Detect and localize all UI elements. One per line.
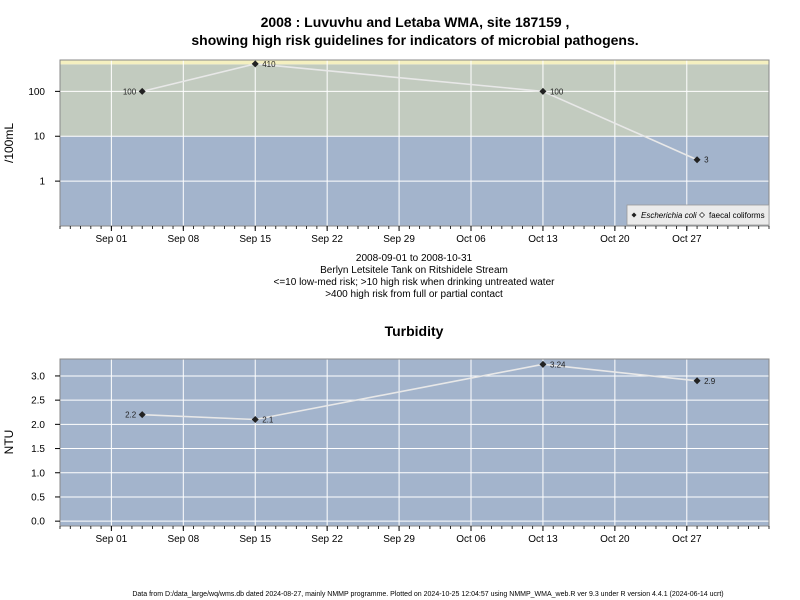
chart1-ylabel: /100mL — [2, 123, 16, 163]
chart1-data-label: 100 — [123, 87, 137, 96]
footer-note: Data from D:/data_large/wq/wms.db dated … — [132, 591, 723, 598]
chart2-xtick-label: Oct 06 — [456, 534, 486, 545]
chart1-legend-marker-ecoli — [631, 212, 637, 218]
chart2-data-point — [251, 416, 259, 424]
chart1-title-line1: 2008 : Luvuvhu and Letaba WMA, site 1871… — [261, 14, 570, 30]
chart2-data-label: 2.2 — [125, 411, 137, 420]
chart1-xtick-label: Sep 15 — [239, 234, 271, 245]
chart2-ytick-label: 0.0 — [31, 517, 45, 528]
chart2-ytick-label: 2.5 — [31, 396, 45, 407]
chart1-ytick-label: 1 — [39, 177, 45, 188]
chart1-series-line — [142, 63, 698, 161]
chart2-ytick-label: 1.0 — [31, 468, 45, 479]
chart2-xtick-label: Oct 13 — [528, 534, 558, 545]
chart2-xtick-label: Sep 22 — [311, 534, 343, 545]
chart1-data-label: 3 — [704, 156, 709, 165]
chart2-xtick-label: Oct 20 — [600, 534, 630, 545]
chart1-caption-line1: 2008-09-01 to 2008-10-31 — [356, 253, 473, 264]
chart1-legend-marker-faecal — [699, 212, 705, 218]
chart2-xtick-label: Sep 01 — [96, 534, 128, 545]
chart2-ytick-label: 2.0 — [31, 420, 45, 431]
chart2-data-point — [138, 411, 146, 419]
chart2-data-label: 2.1 — [262, 416, 274, 425]
chart1-ytick-label: 100 — [28, 87, 45, 98]
chart2-data-point — [693, 377, 701, 385]
chart1-xtick-label: Sep 29 — [383, 234, 415, 245]
chart1-plot-area: 1 10 100 Sep 01 Sep 08 Sep 15 Sep 22 Sep 29 Oct … — [28, 59, 770, 245]
chart1-legend-label-faecal: faecal coliforms — [709, 211, 765, 220]
chart1-data-point — [251, 60, 259, 68]
chart1-ytick-label: 10 — [34, 132, 46, 143]
chart1-data-point — [138, 87, 146, 95]
chart2-xtick-label: Sep 15 — [239, 534, 271, 545]
chart1-xtick-label: Sep 01 — [96, 234, 128, 245]
chart1-xtick-label: Sep 22 — [311, 234, 343, 245]
chart1-risk-band — [60, 60, 769, 65]
chart1-caption-line3: <=10 low-med risk; >10 high risk when dr… — [274, 277, 556, 288]
chart1-legend: Escherichia coli faecal coliforms — [626, 204, 770, 226]
chart1-data-point — [693, 156, 701, 164]
chart2-data-label: 3.24 — [550, 360, 566, 369]
chart1-frame — [59, 59, 770, 227]
chart1-xtick-label: Sep 08 — [167, 234, 199, 245]
chart1-legend-label-ecoli: Escherichia coli — [641, 211, 697, 220]
chart1-xtick-label: Oct 20 — [600, 234, 630, 245]
chart2-xtick-label: Sep 08 — [167, 534, 199, 545]
chart2-title: Turbidity — [385, 323, 444, 339]
chart1-data-point — [539, 87, 547, 95]
chart2-ylabel: NTU — [2, 430, 16, 455]
chart1-caption-line2: Berlyn Letsitele Tank on Ritshidele Stre… — [320, 265, 508, 276]
chart2-data-label: 2.9 — [704, 377, 716, 386]
chart1-xtick-label: Oct 27 — [672, 234, 702, 245]
chart2-series-line — [142, 363, 698, 421]
chart1-risk-band — [60, 64, 769, 137]
chart2-data-point — [539, 360, 547, 368]
chart2-xtick-label: Oct 27 — [672, 534, 702, 545]
chart2-background — [60, 359, 769, 526]
chart1-title-line2: showing high risk guidelines for indicat… — [191, 32, 638, 48]
chart1-caption-line4: >400 high risk from full or partial cont… — [325, 289, 503, 300]
chart2-xtick-label: Sep 29 — [383, 534, 415, 545]
chart2-frame — [59, 358, 770, 527]
chart2-plot-area: 0.0 0.5 1.0 1.5 2.0 2.5 3.0 Sep 01 Sep 08 Sep 15 S… — [31, 358, 770, 545]
chart2-ytick-label: 1.5 — [31, 444, 45, 455]
chart1-xtick-label: Oct 13 — [528, 234, 558, 245]
chart1-data-label: 100 — [550, 87, 564, 96]
chart1-data-label: 410 — [262, 60, 276, 69]
chart2-ytick-label: 3.0 — [31, 371, 45, 382]
chart2-ytick-label: 0.5 — [31, 492, 45, 503]
chart1-legend-box — [626, 204, 770, 226]
chart1-xtick-label: Oct 06 — [456, 234, 486, 245]
